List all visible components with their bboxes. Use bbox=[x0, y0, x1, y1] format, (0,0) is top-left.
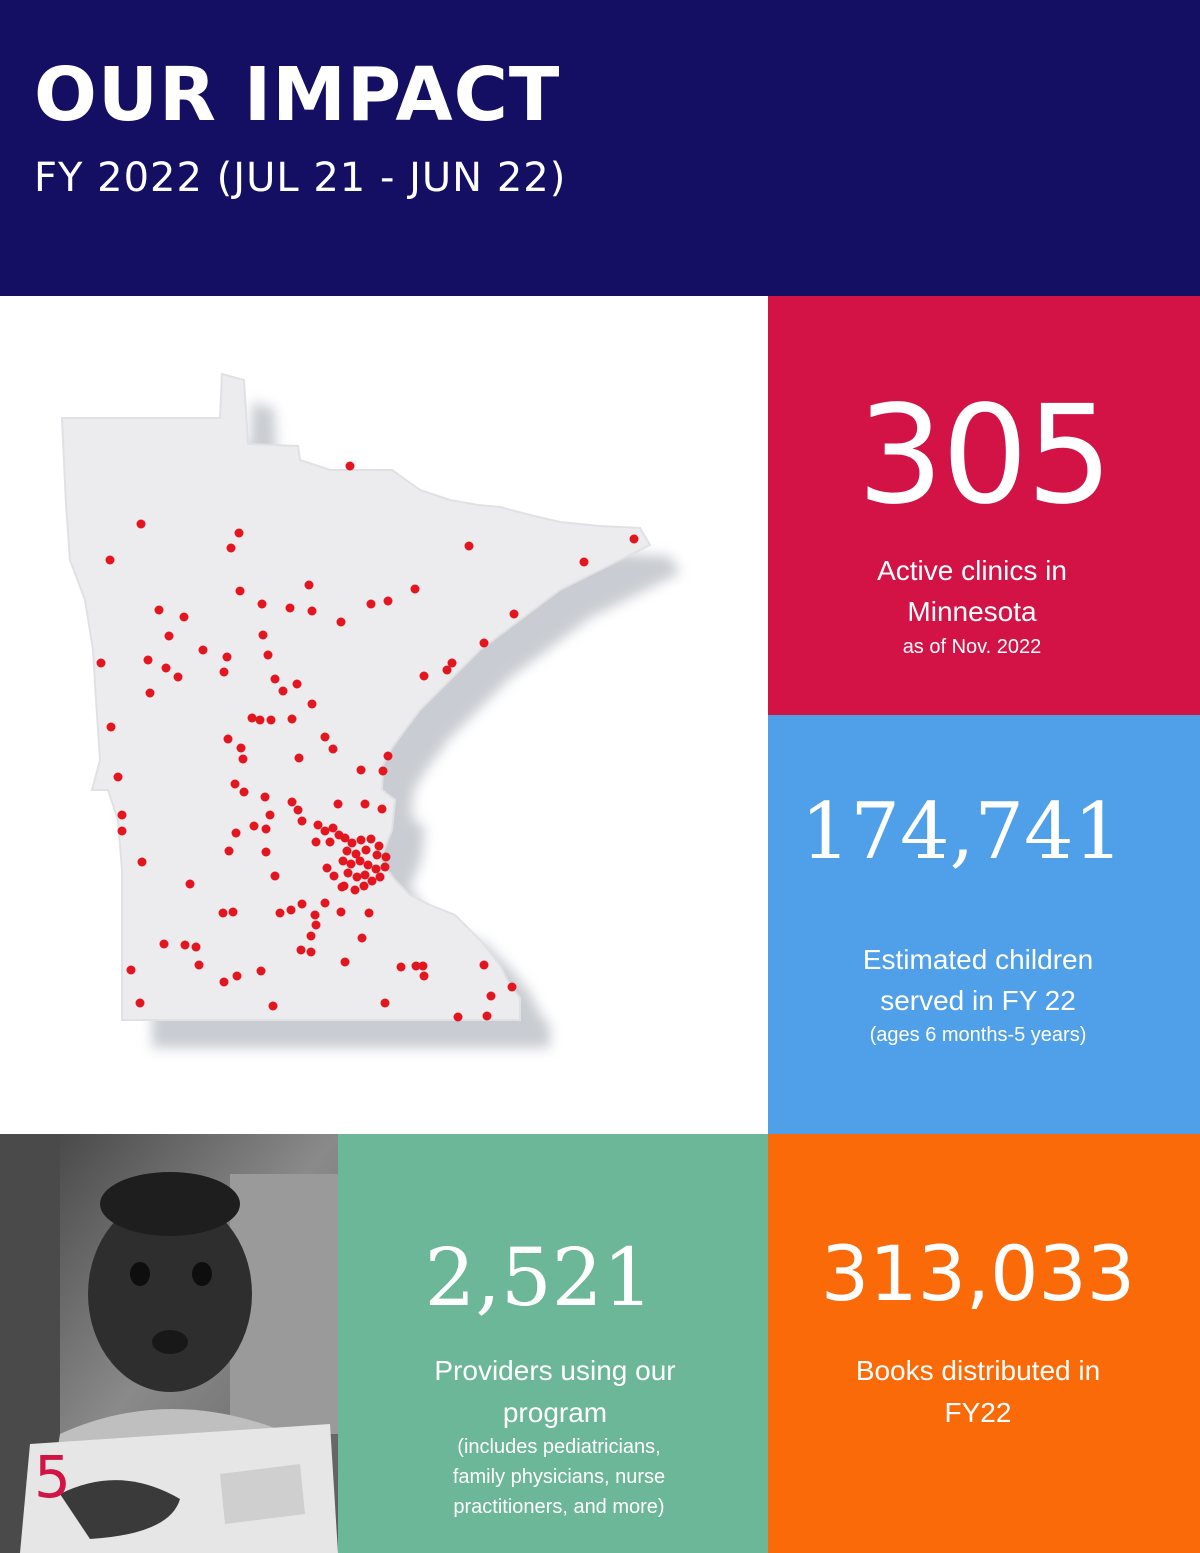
clinic-dots bbox=[96, 461, 639, 1022]
stat-tile-clinics: 305 Active clinics in Minnesota as of No… bbox=[768, 296, 1200, 715]
stat-label-providers-line1: Providers using our bbox=[434, 1355, 676, 1386]
stat-label-books-line2: FY22 bbox=[944, 1397, 1012, 1428]
page-title: OUR IMPACT bbox=[34, 52, 561, 138]
stat-tile-children: 174,741 Estimated children served in FY … bbox=[768, 715, 1200, 1134]
stat-label-children-line1: Estimated children bbox=[862, 944, 1094, 975]
stat-tile-providers: 2,521 Providers using our program (inclu… bbox=[338, 1134, 768, 1553]
header-banner: OUR IMPACT FY 2022 (JUL 21 - JUN 22) bbox=[0, 0, 1200, 296]
child-reading-photo bbox=[0, 1134, 338, 1553]
stat-value-providers: 2,521 bbox=[424, 1231, 654, 1324]
stat-value-books: 313,033 bbox=[820, 1229, 1136, 1318]
stat-note-children: (ages 6 months-5 years) bbox=[869, 1024, 1087, 1046]
stat-note-providers-line3: practitioners, and more) bbox=[453, 1496, 665, 1518]
stat-note-providers-line1: (includes pediatricians, bbox=[457, 1436, 661, 1458]
minnesota-state-icon bbox=[60, 372, 680, 1048]
map-body bbox=[60, 372, 652, 1021]
page-subtitle: FY 2022 (JUL 21 - JUN 22) bbox=[34, 155, 567, 201]
child-photo-illustration bbox=[0, 1134, 338, 1553]
map-panel bbox=[0, 296, 768, 1134]
stat-label-books-line1: Books distributed in bbox=[855, 1355, 1101, 1386]
stat-label-clinics-line1: Active clinics in bbox=[877, 555, 1067, 586]
stat-note-clinics: as of Nov. 2022 bbox=[902, 636, 1042, 658]
stat-label-providers-line2: program bbox=[502, 1397, 608, 1428]
stat-note-providers-line2: family physicians, nurse bbox=[452, 1466, 666, 1488]
stat-tile-books: 313,033 Books distributed in FY22 bbox=[768, 1134, 1200, 1553]
stat-value-children: 174,741 bbox=[800, 787, 1124, 877]
stat-label-children-line2: served in FY 22 bbox=[880, 985, 1076, 1016]
stat-value-clinics: 305 bbox=[857, 377, 1113, 535]
page-number: 5 bbox=[34, 1443, 71, 1511]
stat-label-clinics-line2: Minnesota bbox=[907, 596, 1037, 627]
